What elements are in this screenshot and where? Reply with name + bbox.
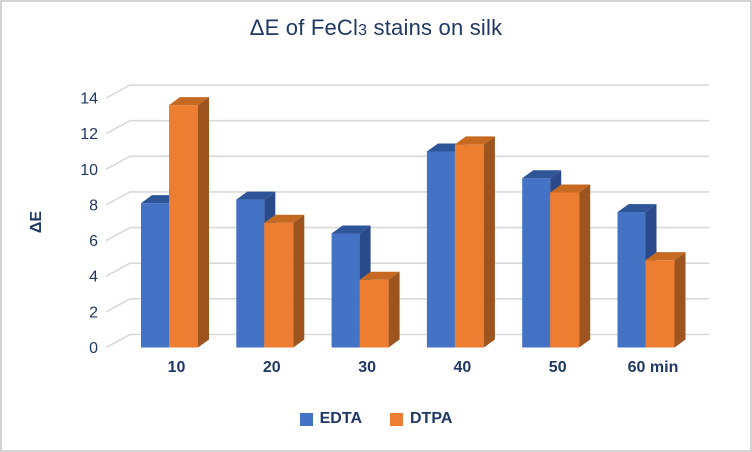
dtpa-color-swatch — [390, 412, 403, 426]
chart-title-post: stains on silk — [367, 15, 503, 40]
gridline — [105, 119, 709, 135]
bar-edta-30[interactable] — [331, 225, 371, 348]
legend: EDTA DTPA — [2, 410, 750, 428]
x-category-label: 10 — [168, 359, 186, 376]
legend-item-edta[interactable]: EDTA — [299, 410, 362, 428]
y-tick-label: 12 — [80, 126, 98, 143]
gridline — [105, 191, 709, 206]
legend-item-dtpa[interactable]: DTPA — [390, 410, 452, 428]
bar-dtpa-10[interactable] — [169, 97, 209, 348]
chart-title-subscript: 3 — [358, 22, 368, 39]
y-tick-label: 4 — [89, 269, 98, 286]
bar-dtpa-50[interactable] — [550, 184, 591, 348]
bar-dtpa-30[interactable] — [359, 271, 400, 348]
y-tick-label: 10 — [80, 162, 98, 179]
gridline — [105, 226, 709, 242]
y-tick-label: 14 — [80, 91, 98, 108]
bar-dtpa-20[interactable] — [264, 214, 305, 348]
x-category-label: 30 — [358, 359, 376, 376]
gridline — [105, 155, 709, 171]
chart-title-pre: ΔE of FeCl — [249, 15, 359, 40]
gridline — [105, 298, 709, 313]
x-category-label: 20 — [263, 359, 281, 376]
y-tick-label: 0 — [89, 340, 98, 357]
x-category-label: 50 — [549, 359, 567, 376]
gridline — [105, 262, 709, 277]
y-tick-label: 6 — [89, 233, 98, 250]
legend-label-edta: EDTA — [319, 410, 362, 427]
y-tick-label: 2 — [89, 304, 98, 321]
bar-dtpa-60min[interactable] — [645, 252, 686, 348]
edta-color-swatch — [299, 412, 313, 426]
gridline — [105, 84, 709, 99]
x-category-label: 40 — [454, 359, 472, 376]
legend-label-dtpa: DTPA — [410, 410, 453, 427]
gridline — [105, 333, 709, 349]
chart-title: ΔE of FeCl3 stains on silk — [2, 15, 750, 41]
y-tick-label: 8 — [89, 197, 98, 214]
x-category-label: 60 min — [628, 359, 679, 376]
bar-dtpa-40[interactable] — [454, 136, 495, 348]
